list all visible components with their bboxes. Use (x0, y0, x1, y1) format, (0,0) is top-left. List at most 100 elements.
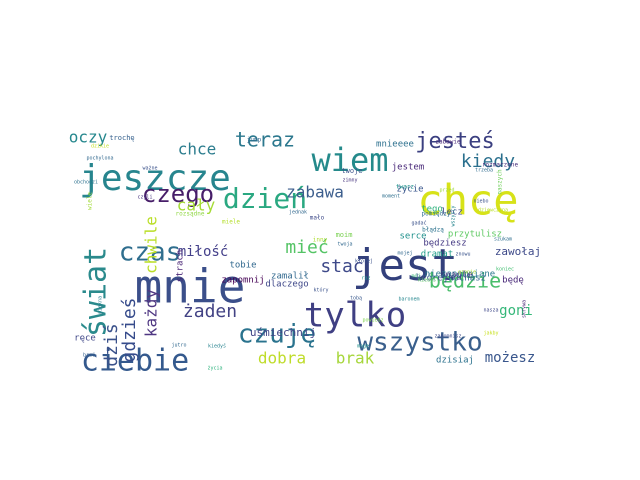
cloud-word: przed (439, 188, 454, 194)
cloud-word: mieć (285, 237, 328, 258)
cloud-word: pochylona (86, 156, 113, 162)
cloud-word: trochę (109, 134, 134, 142)
cloud-word: zapomnisz (434, 334, 461, 340)
cloud-word: której (355, 258, 373, 265)
cloud-word: ciebie (81, 344, 189, 379)
cloud-word: trzeba (475, 168, 493, 174)
cloud-word: cały (177, 196, 216, 215)
cloud-word: mnie (135, 260, 246, 314)
cloud-word: dobra (258, 349, 306, 368)
cloud-word: mnieeee (376, 140, 414, 150)
cloud-word: mojej (397, 251, 412, 257)
cloud-word: czyli (137, 195, 152, 201)
cloud-word: nasza (483, 308, 498, 314)
cloud-word: dzikie (91, 144, 109, 150)
cloud-word: moment (382, 194, 400, 200)
cloud-word: przytulisz (448, 230, 502, 240)
cloud-word: której (416, 273, 449, 284)
cloud-word: granie (458, 270, 476, 276)
cloud-word: każdy (142, 289, 161, 338)
cloud-word: czas (119, 238, 182, 268)
cloud-word: baronem (398, 297, 419, 303)
cloud-word: chce (178, 140, 217, 159)
cloud-word: naszych (497, 169, 504, 195)
cloud-word: obchodzi (74, 180, 98, 186)
cloud-word: twoje (341, 167, 362, 175)
cloud-word: tobie (229, 261, 256, 271)
cloud-word: szukam (494, 237, 512, 243)
cloud-word: błądzą (422, 227, 444, 234)
cloud-word: będzie (429, 269, 501, 293)
cloud-word: czego (142, 180, 214, 208)
cloud-word: ręce (74, 334, 96, 344)
cloud-word: uśmiechnij (250, 326, 316, 339)
cloud-word: będę (502, 276, 524, 286)
cloud-word: zabawie (435, 139, 461, 146)
cloud-word: kiedy (461, 151, 515, 172)
cloud-word: mój (411, 273, 420, 280)
cloud-word: jump (247, 137, 262, 144)
cloud-word: inny (313, 237, 328, 244)
cloud-word: ważne (142, 166, 157, 172)
cloud-word: moim (336, 231, 353, 239)
cloud-word: jutro (171, 343, 186, 349)
cloud-word: zabawa (286, 183, 344, 202)
cloud-word: jestem (392, 163, 425, 173)
cloud-word: niezapomniane (425, 270, 495, 280)
cloud-word: twoja (337, 242, 352, 248)
cloud-word: jesteś (415, 129, 494, 154)
cloud-word: jest (352, 240, 458, 291)
cloud-word: raz (361, 276, 370, 282)
cloud-word: stać (320, 256, 363, 277)
cloud-word: chwile (142, 216, 161, 274)
cloud-word: możesz (485, 350, 536, 366)
cloud-word: dziewczyna (478, 208, 508, 214)
cloud-word: jeszcze (79, 158, 231, 199)
cloud-word: wiem (311, 141, 388, 179)
cloud-word: koniec (496, 267, 514, 273)
cloud-word: strach (176, 250, 186, 283)
cloud-word: niebo (473, 199, 488, 205)
cloud-word: znowu (455, 252, 470, 258)
cloud-word: skrywa (522, 300, 528, 318)
cloud-word: wszystko (357, 328, 482, 358)
cloud-word: oczy (69, 128, 108, 147)
cloud-word: mogę (357, 344, 369, 350)
cloud-word: dlaczego (265, 280, 308, 290)
cloud-word: zawołaj (495, 245, 541, 258)
cloud-word: wiele (87, 192, 94, 210)
cloud-word: tego (421, 205, 443, 215)
cloud-word: który (313, 287, 328, 294)
cloud-word: brak (336, 349, 375, 368)
cloud-word: gdzieś (119, 297, 140, 362)
cloud-word: dzień (223, 182, 307, 215)
cloud-word: zapomnij (221, 276, 264, 286)
cloud-word: goni (499, 303, 533, 319)
cloud-word: zamalił (271, 272, 309, 282)
cloud-word: wszyscy (451, 205, 457, 226)
cloud-word: chcę (417, 176, 518, 225)
cloud-word: nagle (445, 271, 472, 281)
cloud-word: zimny (342, 178, 357, 184)
cloud-word: mało (310, 215, 325, 222)
cloud-word: pomiędzy (422, 211, 451, 218)
cloud-word: czuję (238, 320, 316, 350)
cloud-word: żaden (183, 301, 237, 322)
cloud-word: kochasz (448, 274, 486, 284)
cloud-word: rozmarzone (482, 162, 519, 169)
cloud-word: rozsądne (176, 211, 205, 218)
cloud-word: życia (207, 366, 222, 372)
cloud-word: tobą (350, 296, 362, 302)
cloud-word: brać (83, 352, 95, 359)
cloud-word: dzisiaj (436, 356, 474, 366)
cloud-word: powiedz (362, 318, 383, 324)
cloud-word: lecz (441, 208, 463, 218)
cloud-word: piękna (98, 296, 104, 314)
cloud-word: kiedyś (418, 277, 436, 284)
cloud-word: serce (399, 232, 426, 242)
cloud-word: jakby (483, 331, 498, 337)
cloud-word: kiedyś (208, 343, 226, 350)
cloud-word: miłość (178, 244, 229, 260)
cloud-word: twarz (396, 184, 414, 191)
